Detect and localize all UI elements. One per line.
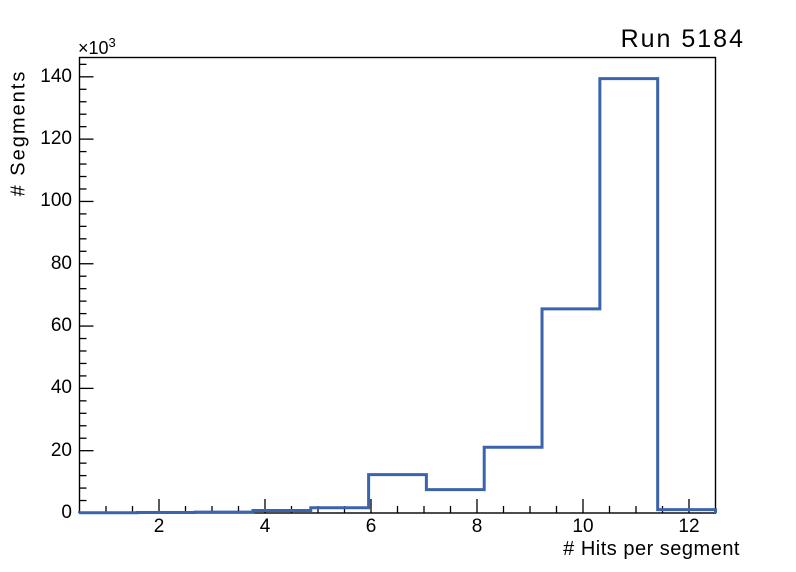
x-tick-label: 4: [259, 516, 271, 537]
x-axis-title: # Hits per segment: [563, 538, 740, 560]
histogram-step-line: [78, 77, 717, 515]
plot-frame: [78, 56, 717, 514]
y-tick-label: 20: [50, 439, 72, 461]
x-tick-label: 10: [572, 516, 594, 537]
x-tick-label: 8: [471, 516, 483, 537]
y-tick-label: 40: [50, 377, 72, 399]
x-tick-label: 6: [365, 516, 377, 537]
y-tick-label: 120: [40, 128, 72, 150]
y-axis-multiplier: ×103: [78, 35, 116, 59]
y-tick-label: 60: [50, 315, 72, 337]
y-tick-label: 0: [61, 502, 72, 523]
y-tick-label: 80: [50, 252, 72, 274]
y-tick-label: 140: [40, 65, 72, 87]
plot-title: Run 5184: [620, 25, 745, 53]
x-tick-label: 12: [678, 516, 700, 537]
y-axis-multiplier-base: ×10: [78, 38, 109, 58]
y-tick-label: 100: [40, 190, 72, 212]
y-axis-title: # Segments: [7, 69, 30, 197]
y-axis-multiplier-exponent: 3: [108, 35, 116, 50]
x-tick-label: 2: [153, 516, 165, 537]
